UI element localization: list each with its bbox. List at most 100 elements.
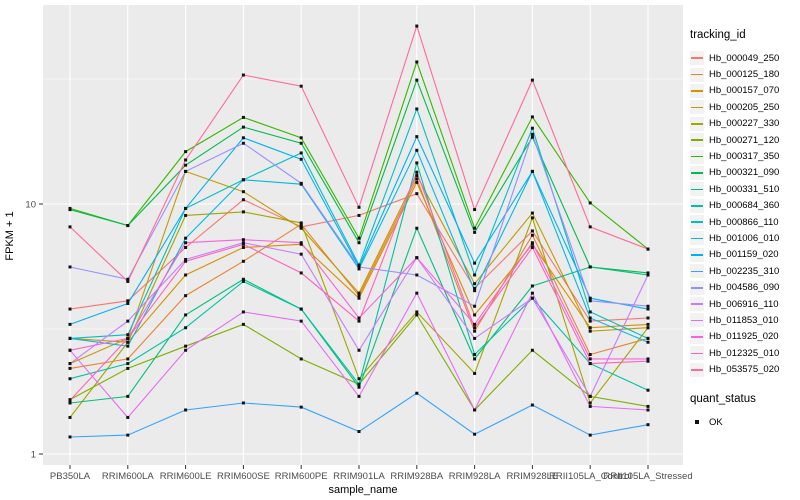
legend-color-line [691, 303, 703, 305]
data-point [415, 313, 419, 317]
data-point [241, 190, 245, 194]
legend-key-swatch [690, 198, 704, 213]
data-point [184, 236, 188, 240]
legend-item-label: Hb_011853_010 [709, 314, 779, 326]
data-point [646, 423, 650, 427]
data-point [126, 340, 130, 344]
data-point [241, 241, 245, 245]
data-point [530, 229, 534, 233]
legend-color-line [691, 205, 703, 207]
data-point [68, 265, 72, 269]
data-point [530, 233, 534, 237]
x-tick-label: RRIM928LA [449, 471, 501, 482]
legend-item-label: Hb_004586_090 [709, 282, 780, 294]
legend-item-label: Hb_000331_510 [709, 183, 780, 195]
data-point [646, 316, 650, 320]
data-point [357, 382, 361, 386]
data-point [530, 403, 534, 407]
data-point [357, 263, 361, 267]
data-point [646, 340, 650, 344]
data-point [646, 408, 650, 412]
data-point [357, 394, 361, 398]
legend-item-Hb_006916_110: Hb_006916_110 [690, 296, 798, 312]
legend-item-label: Hb_001159_020 [709, 249, 779, 261]
legend-item-label: Hb_000227_330 [709, 118, 780, 130]
data-point [299, 357, 303, 361]
legend-quant-items: OK [690, 414, 798, 430]
data-point [473, 432, 477, 436]
legend-key-swatch [690, 215, 704, 230]
legend-item-label: Hb_053575_020 [709, 364, 780, 376]
legend-item-label: Hb_000205_250 [709, 101, 780, 113]
data-point [241, 198, 245, 202]
data-point [68, 348, 72, 352]
data-point [415, 226, 419, 230]
data-point [299, 226, 303, 230]
data-point [126, 333, 130, 337]
legend-color-line [691, 336, 703, 338]
data-point [588, 225, 592, 229]
data-point [126, 279, 130, 283]
data-point [646, 247, 650, 251]
legend-item-label: Hb_002235_310 [709, 265, 780, 277]
data-point [241, 210, 245, 214]
data-point [241, 136, 245, 140]
legend-item-label: Hb_011925_020 [709, 331, 779, 343]
legend-item-Hb_011925_020: Hb_011925_020 [690, 329, 798, 345]
data-point [241, 141, 245, 145]
data-point [415, 161, 419, 165]
data-point [299, 319, 303, 323]
data-point [184, 326, 188, 330]
legend-item-Hb_053575_020: Hb_053575_020 [690, 361, 798, 377]
legend-item-label: Hb_012325_010 [709, 347, 780, 359]
data-point [473, 357, 477, 361]
data-point [530, 242, 534, 246]
x-tick-label: PB350LA [50, 471, 91, 482]
data-point [415, 24, 419, 28]
legend-tracking-items: Hb_000049_250 Hb_000125_180 Hb_000157_070 H… [690, 50, 798, 378]
data-point [646, 271, 650, 275]
legend-item-Hb_000157_070: Hb_000157_070 [690, 83, 798, 99]
legend-key-swatch [690, 51, 704, 66]
data-point [299, 136, 303, 140]
legend-item-label: Hb_006916_110 [709, 298, 779, 310]
legend-key-swatch [690, 83, 704, 98]
data-point [588, 296, 592, 300]
data-point [473, 322, 477, 326]
data-point [473, 408, 477, 412]
data-point [646, 307, 650, 311]
legend-color-line [691, 73, 703, 76]
data-point [588, 433, 592, 437]
legend-color-line [691, 270, 703, 273]
data-point [357, 316, 361, 320]
legend-item-Hb_000321_090: Hb_000321_090 [690, 165, 798, 181]
data-point [126, 344, 130, 348]
data-point [68, 208, 72, 212]
data-point [415, 291, 419, 295]
data-point [473, 371, 477, 375]
data-point [473, 336, 477, 340]
legend-item-Hb_011853_010: Hb_011853_010 [690, 312, 798, 328]
data-point [530, 216, 534, 220]
legend-title-tracking-id: tracking_id [690, 29, 746, 41]
data-point [241, 310, 245, 314]
legend-key-swatch [690, 231, 704, 246]
data-point [473, 261, 477, 265]
legend-item-Hb_004586_090: Hb_004586_090 [690, 279, 798, 295]
data-point [646, 273, 650, 277]
legend-key-swatch [690, 67, 704, 82]
quant-status-point-icon [695, 420, 699, 424]
legend-item-Hb_000205_250: Hb_000205_250 [690, 99, 798, 115]
data-point [126, 366, 130, 370]
data-point [646, 336, 650, 340]
data-point [415, 180, 419, 184]
data-point [588, 326, 592, 330]
legend-key-swatch [690, 100, 704, 115]
data-point [473, 226, 477, 230]
data-point [241, 277, 245, 281]
data-point [299, 252, 303, 256]
data-point [357, 294, 361, 298]
data-point [184, 241, 188, 245]
